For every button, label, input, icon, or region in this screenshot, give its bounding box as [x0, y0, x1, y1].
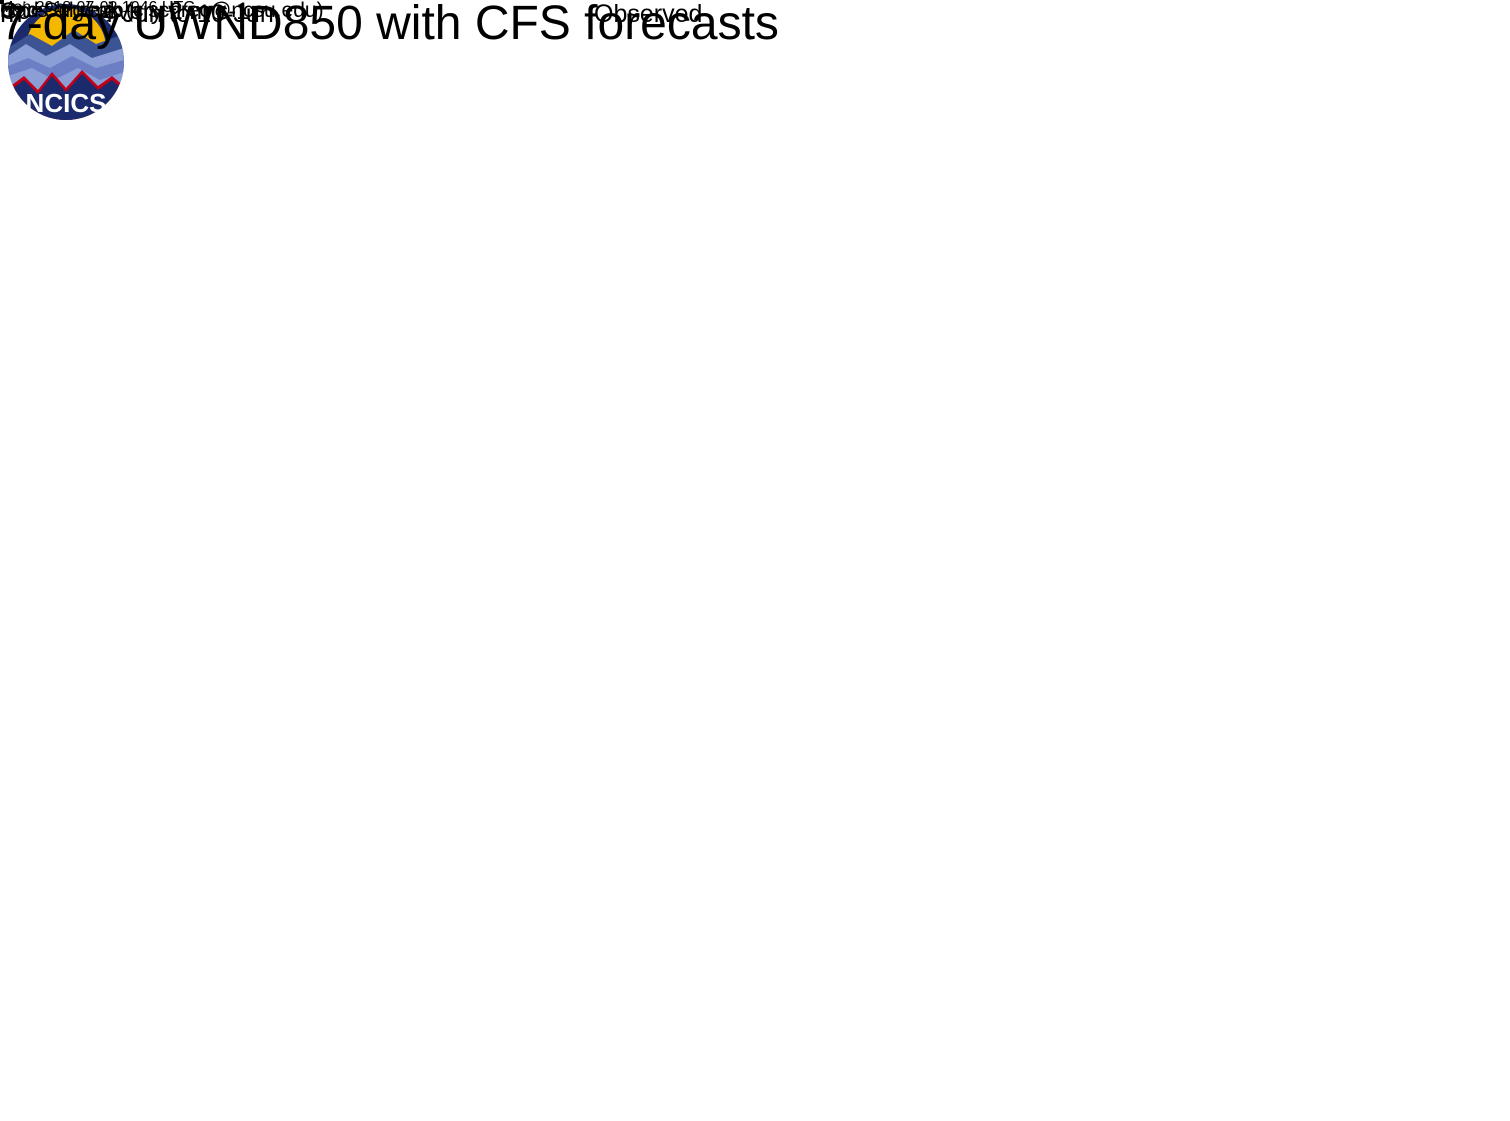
column-header-left: Observed [594, 0, 703, 28]
logo-text: NCICS [26, 88, 107, 118]
colorbar [0, 0, 4, 4]
footer-author: Carl Schreck (cjschrec@ncsu.edu) [0, 0, 324, 22]
ncics-logo: NCICS [8, 4, 124, 120]
footer-timestamp: Mon 2018-07-02 1046 UTC [0, 0, 195, 16]
panel-title-obs-1: 4-Jun to 10-Jun [100, 0, 274, 28]
footer-left: ncics.org/mjo [0, 0, 124, 22]
figure-title: 7-day UWND850 with CFS forecasts [0, 0, 779, 50]
